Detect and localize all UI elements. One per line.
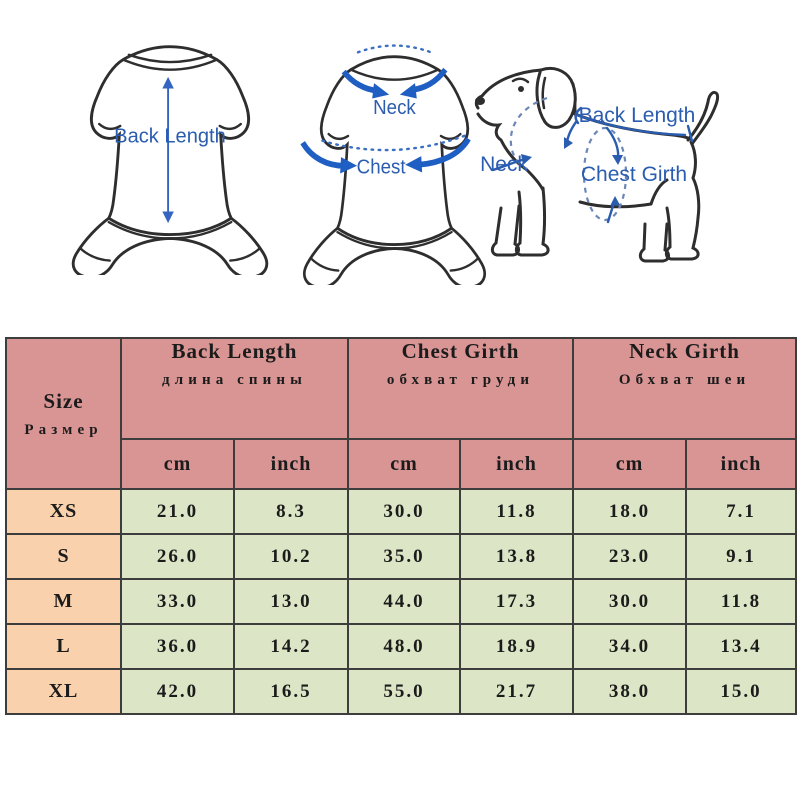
group-header-row: Size Размер Back Length длина спины Ches… [5, 337, 798, 490]
neck-arrows [341, 67, 448, 99]
value-cell: 48.0 [347, 623, 461, 670]
value-cell: 36.0 [120, 623, 235, 670]
chest-girth-header: Chest Girth обхват груди [346, 337, 575, 440]
value-cell: 11.8 [685, 578, 798, 625]
table-row: M 33.0 13.0 44.0 17.3 30.0 11.8 [5, 578, 798, 625]
unit-header: cm [347, 438, 461, 490]
dog-outline [474, 66, 720, 263]
value-cell: 13.8 [458, 533, 575, 580]
value-cell: 9.1 [685, 533, 798, 580]
value-cell: 11.8 [458, 488, 575, 535]
value-cell: 55.0 [347, 668, 461, 715]
unit-header: inch [685, 438, 798, 490]
size-cell: XS [5, 488, 122, 535]
unit-header-row: cm inch cm inch cm inch [6, 438, 798, 490]
value-cell: 34.0 [572, 623, 688, 670]
girth-dotted-lines [321, 44, 468, 152]
value-cell: 13.4 [685, 623, 798, 670]
value-cell: 18.0 [572, 488, 688, 535]
neck-girth-header-en: Neck Girth [629, 339, 740, 363]
size-column-header: Size Размер [5, 337, 122, 490]
value-cell: 44.0 [347, 578, 461, 625]
size-header-en: Size [43, 388, 84, 413]
back-length-header-ru: длина спины [162, 372, 307, 388]
value-cell: 7.1 [685, 488, 798, 535]
garment-back-length-diagram: Back Length [71, 45, 269, 275]
neck-label: Neck [373, 96, 416, 119]
dog-chest-girth-label: Chest Girth [581, 163, 687, 186]
back-length-header: Back Length длина спины [120, 337, 349, 440]
table-row: S 26.0 10.2 35.0 13.8 23.0 9.1 [5, 533, 798, 580]
value-cell: 21.0 [120, 488, 235, 535]
value-cell: 14.2 [233, 623, 349, 670]
unit-header: cm [572, 438, 688, 490]
value-cell: 13.0 [233, 578, 349, 625]
dog-back-length-label: Back Length [579, 104, 696, 127]
value-cell: 42.0 [120, 668, 235, 715]
chest-label: Chest [357, 156, 406, 179]
value-cell: 15.0 [685, 668, 798, 715]
chest-girth-header-ru: обхват груди [386, 372, 535, 388]
dog-nose [475, 97, 485, 105]
size-table: Size Размер Back Length длина спины Ches… [5, 337, 798, 715]
value-cell: 30.0 [572, 578, 688, 625]
value-cell: 18.9 [458, 623, 575, 670]
value-cell: 35.0 [347, 533, 461, 580]
back-length-label: Back Length [114, 125, 226, 147]
neck-girth-header-ru: Обхват шеи [618, 372, 751, 388]
value-cell: 21.7 [458, 668, 575, 715]
back-length-arrow [162, 76, 174, 224]
annotation-arrowheads [521, 137, 623, 206]
value-cell: 38.0 [572, 668, 688, 715]
back-length-header-en: Back Length [171, 339, 298, 363]
chest-girth-header-en: Chest Girth [401, 339, 520, 363]
size-cell: M [5, 578, 122, 625]
table-row: L 36.0 14.2 48.0 18.9 34.0 13.4 [5, 623, 798, 670]
size-cell: S [5, 533, 122, 580]
size-cell: L [5, 623, 122, 670]
value-cell: 10.2 [233, 533, 349, 580]
value-cell: 26.0 [120, 533, 235, 580]
value-cell: 8.3 [233, 488, 349, 535]
unit-header: inch [458, 438, 575, 490]
neck-girth-header: Neck Girth Обхват шеи [572, 337, 798, 440]
garment-girth-diagram: Neck Chest [300, 44, 486, 285]
unit-header: inch [233, 438, 349, 490]
dog-eye [518, 86, 524, 92]
value-cell: 16.5 [233, 668, 349, 715]
garment-outline [71, 45, 269, 275]
size-cell: XL [5, 668, 122, 715]
dashed-girth-lines [509, 96, 628, 222]
table-row: XS 21.0 8.3 30.0 11.8 18.0 7.1 [5, 488, 798, 535]
dog-measurement-diagram: Back Length Neck Chest Girth [474, 66, 720, 263]
value-cell: 30.0 [347, 488, 461, 535]
value-cell: 23.0 [572, 533, 688, 580]
size-header-ru: Размер [24, 421, 103, 438]
unit-header: cm [120, 438, 235, 490]
value-cell: 17.3 [458, 578, 575, 625]
table-row: XL 42.0 16.5 55.0 21.7 38.0 15.0 [5, 668, 798, 715]
chest-arrows [300, 137, 471, 174]
value-cell: 33.0 [120, 578, 235, 625]
dog-neck-label: Neck [480, 153, 528, 176]
